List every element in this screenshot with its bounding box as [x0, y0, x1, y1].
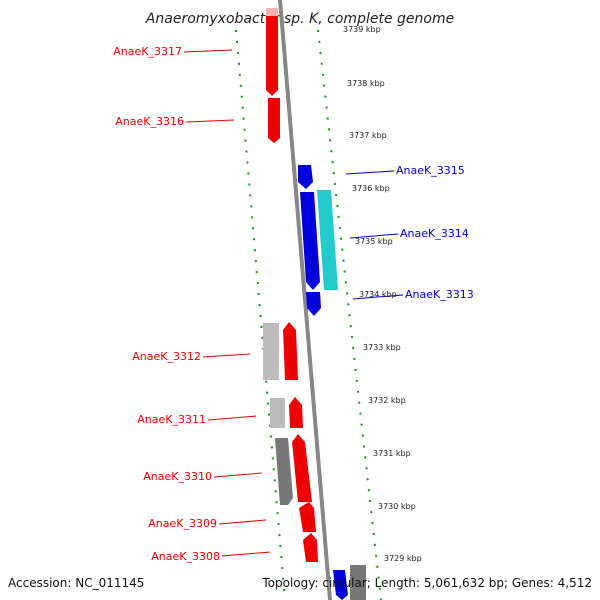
gene-feature[interactable] [263, 323, 279, 380]
tick-label: 3737 kbp [349, 131, 387, 140]
tick-label: 3732 kbp [368, 396, 406, 405]
gene-label-anaek-3316[interactable]: AnaeK_3316 [115, 115, 184, 128]
gene-label-anaek-3314[interactable]: AnaeK_3314 [400, 227, 469, 240]
genome-summary-text: Topology: circular; Length: 5,061,632 bp… [261, 576, 592, 590]
tick-label: 3731 kbp [373, 449, 411, 458]
genome-backbone [278, 0, 332, 600]
tick-label: 3729 kbp [384, 554, 422, 563]
gene-label-anaek-3310[interactable]: AnaeK_3310 [143, 470, 212, 483]
gene-label-anaek-3317[interactable]: AnaeK_3317 [113, 45, 182, 58]
gene-feature[interactable] [333, 570, 348, 600]
map-title: Anaeromyxobacter sp. K, complete genome [145, 11, 454, 27]
gene-feature[interactable] [268, 98, 280, 143]
gene-feature[interactable] [298, 165, 313, 189]
outer-dotted-ring [317, 29, 382, 600]
accession-text: Accession: NC_011145 [8, 576, 144, 590]
tick-label: 3736 kbp [352, 184, 390, 193]
gene-feature[interactable] [306, 292, 321, 316]
gene-feature[interactable] [350, 565, 366, 600]
gene-label-anaek-3309[interactable]: AnaeK_3309 [148, 517, 217, 530]
gene-feature[interactable] [299, 502, 316, 532]
inner-dotted-ring [235, 29, 286, 600]
rna-feature[interactable] [317, 190, 338, 290]
leader-line [218, 519, 267, 525]
gene-feature[interactable] [292, 434, 312, 502]
gene-feature[interactable] [266, 16, 278, 96]
tick-label: 3738 kbp [347, 79, 385, 88]
gene-feature[interactable] [303, 533, 318, 562]
tick-label: 3730 kbp [378, 502, 416, 511]
leader-line [202, 353, 251, 358]
title-background [150, 6, 450, 28]
tick-label: 3733 kbp [363, 343, 401, 352]
tick-label: 3739 kbp [343, 25, 381, 34]
gene-label-anaek-3312[interactable]: AnaeK_3312 [132, 350, 201, 363]
gene-label-anaek-3308[interactable]: AnaeK_3308 [151, 550, 220, 563]
leader-line [345, 170, 395, 175]
gene-label-anaek-3315[interactable]: AnaeK_3315 [396, 164, 465, 177]
gene-feature[interactable] [270, 398, 285, 428]
leader-line [185, 119, 235, 123]
gene-feature[interactable] [300, 192, 320, 290]
gene-label-anaek-3313[interactable]: AnaeK_3313 [405, 288, 474, 301]
tick-label: 3735 kbp [355, 237, 393, 246]
gene-feature[interactable] [275, 438, 293, 505]
leader-line [352, 294, 404, 300]
gene-feature[interactable] [283, 322, 298, 380]
tick-label: 3734 kbp [359, 290, 397, 299]
leader-line [349, 233, 399, 239]
leader-line [183, 49, 233, 53]
gene-label-anaek-3311[interactable]: AnaeK_3311 [137, 413, 206, 426]
leader-line [207, 415, 257, 421]
leader-line [213, 472, 263, 478]
leader-line [221, 551, 271, 557]
gene-feature[interactable] [289, 397, 303, 428]
